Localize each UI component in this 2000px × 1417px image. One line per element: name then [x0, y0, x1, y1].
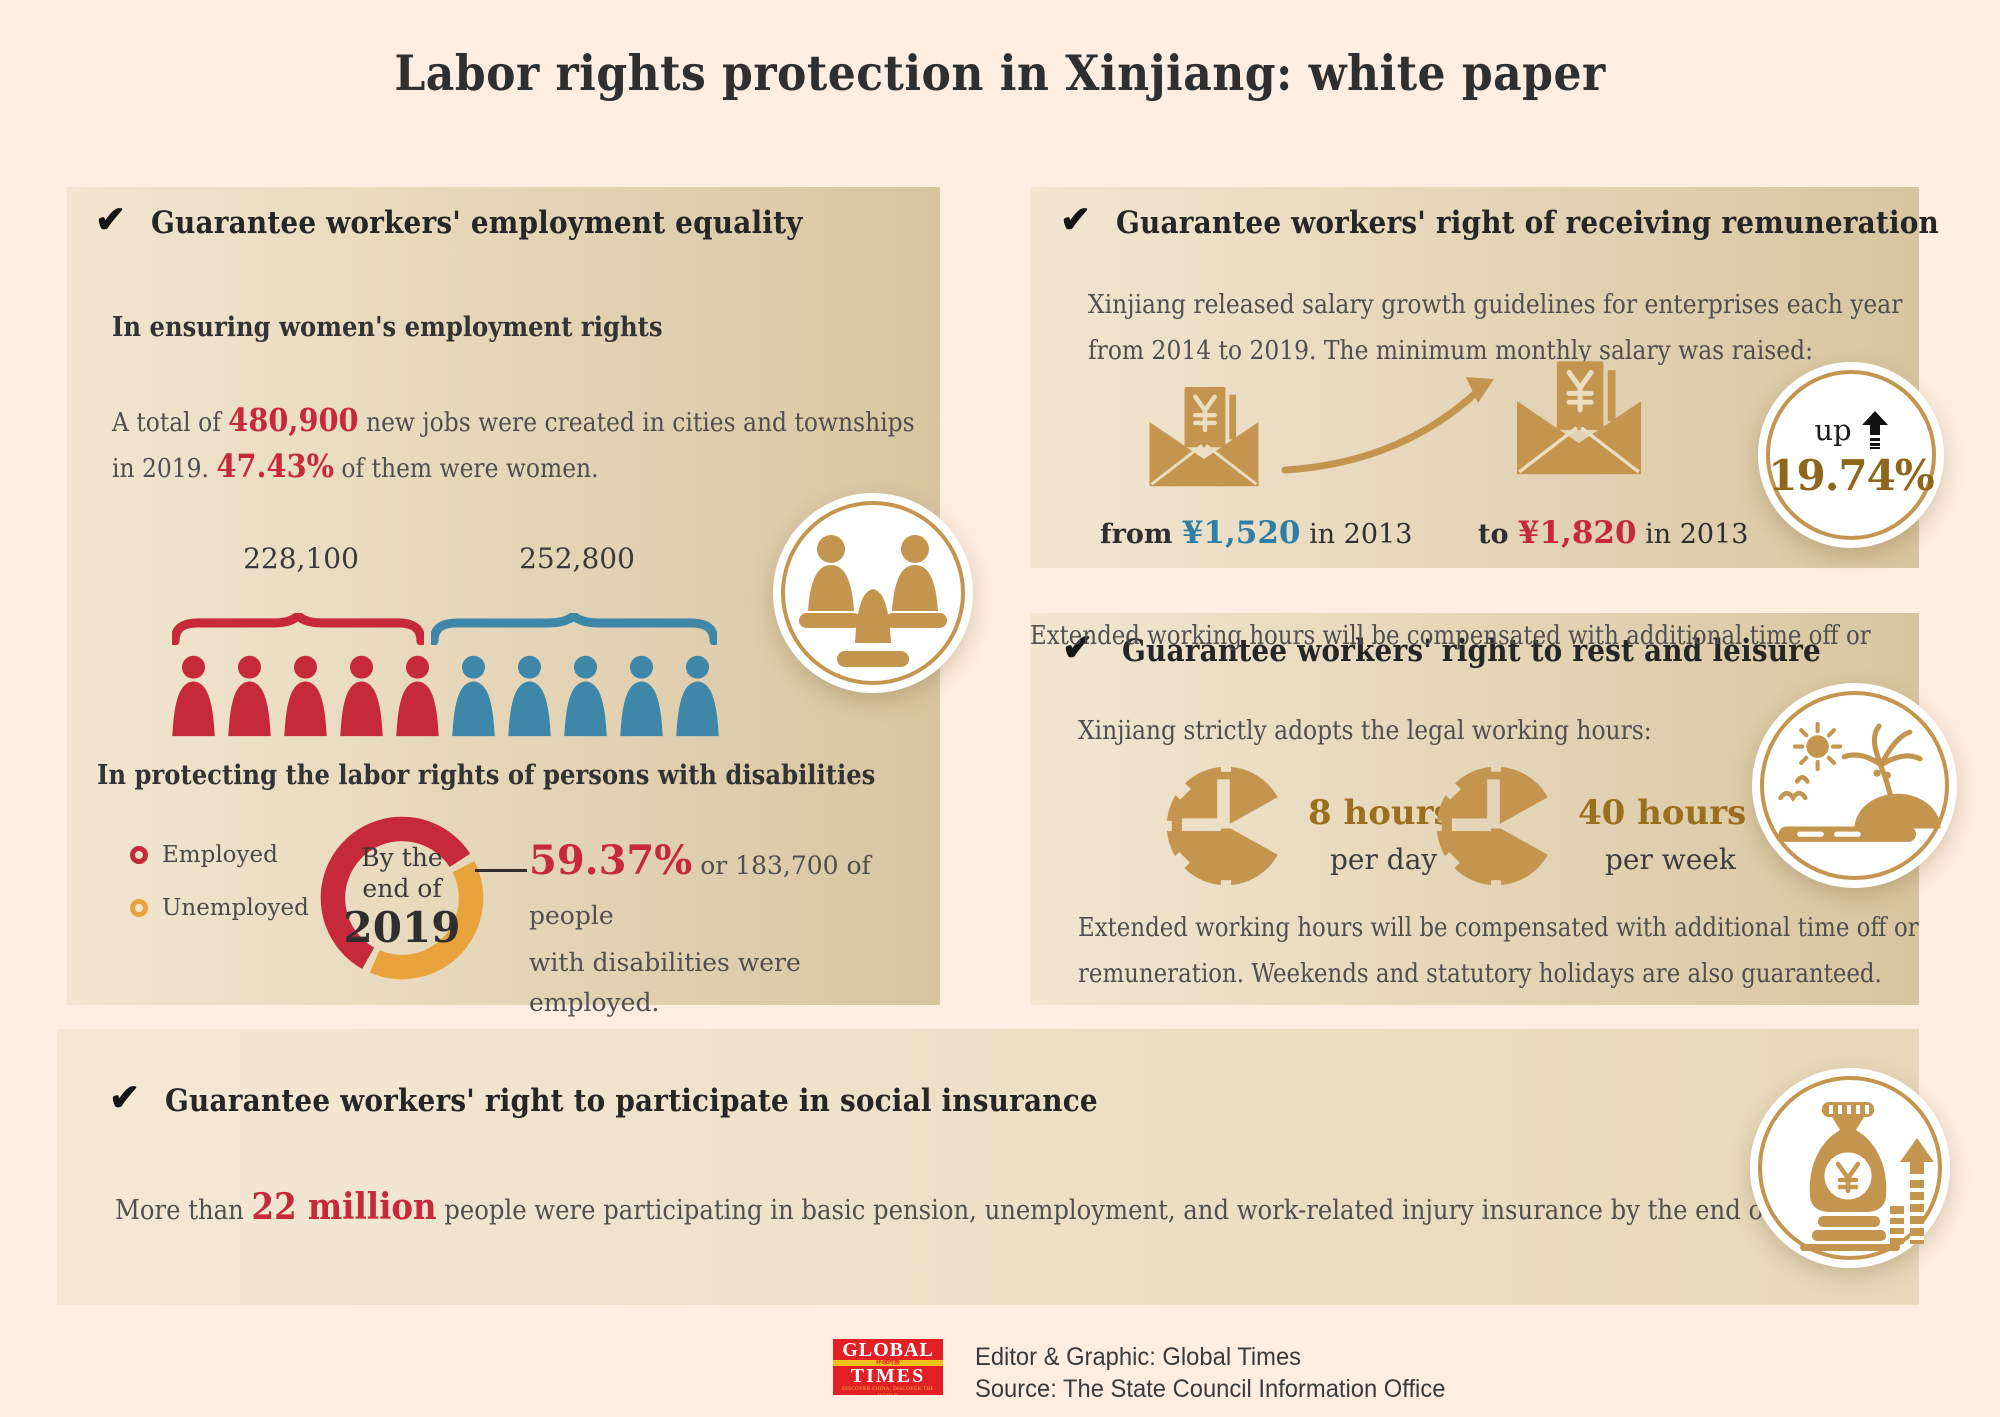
clock-icon: [1436, 766, 1556, 886]
check-icon: ✔: [109, 1075, 141, 1119]
overtime-text-line2: remuneration. Weekends and statutory hol…: [1078, 959, 1882, 989]
person-icon: [284, 655, 327, 737]
overtime-text-line1: Extended working hours will be compensat…: [1030, 621, 1871, 651]
participants-value: 22 million: [251, 1186, 437, 1228]
page-title: Labor rights protection in Xinjiang: whi…: [394, 44, 1606, 102]
weekly-hours-unit: per week: [1605, 843, 1736, 876]
beach-icon: [1778, 721, 1941, 842]
person-icon: [676, 655, 719, 737]
donut-callout-line: [475, 869, 527, 872]
daily-hours-value: 8 hours: [1308, 793, 1453, 833]
disability-employment-donut-chart: [320, 816, 484, 980]
salary-increase-percent: 19.74%: [1768, 450, 1934, 500]
person-icon: [452, 655, 495, 737]
legend-label: Employed: [162, 842, 278, 868]
donut-unemployed-arc: [369, 861, 484, 980]
men-count-label: 252,800: [519, 542, 635, 575]
panel-remuneration: ✔ Guarantee workers' right of receiving …: [1030, 187, 1939, 568]
donut-center-label: By the end of 2019: [337, 842, 467, 952]
increase-arrow-icon: [1281, 377, 1494, 474]
working-hours-intro: Xinjiang strictly adopts the legal worki…: [1078, 716, 1652, 746]
salary-increase-badge: up 19.74%: [1758, 362, 1944, 548]
logo-chinese-name: 环球时报: [833, 1360, 943, 1366]
legend-label: Unemployed: [162, 895, 309, 921]
women-group-brace: [172, 613, 424, 645]
up-label: up: [1814, 412, 1852, 447]
daily-hours-unit: per day: [1330, 843, 1438, 876]
insurance-text: More than 22 million people were partici…: [115, 1186, 1850, 1228]
people-pictogram: [167, 653, 724, 745]
donut-employed-arc: [320, 816, 471, 969]
subheading-disabilities: In protecting the labor rights of person…: [97, 760, 876, 791]
person-icon: [340, 655, 383, 737]
check-icon: ✔: [95, 197, 127, 241]
women-percent-value: 47.43%: [216, 447, 334, 485]
section-heading: Guarantee workers' right of receiving re…: [1116, 205, 1939, 241]
weekly-hours-value: 40 hours: [1578, 793, 1747, 833]
section-heading: Guarantee workers' employment equality: [151, 205, 803, 241]
equality-balance-badge: [773, 493, 973, 693]
salary-to-label: to ¥1,820 in 2013: [1478, 515, 1749, 551]
new-jobs-value: 480,900: [228, 401, 359, 439]
overtime-text-line1: Extended working hours will be compensat…: [1078, 913, 1919, 943]
women-count-label: 228,100: [243, 542, 359, 575]
unemployed-legend-icon: [130, 899, 148, 917]
men-group-brace: [431, 613, 717, 645]
panel-rest-leisure: ✔ Guarantee workers' right to rest and l…: [1030, 613, 1957, 1005]
pension-money-badge: [1750, 1068, 1950, 1268]
remuneration-text-line2: from 2014 to 2019. The minimum monthly s…: [1088, 336, 1813, 366]
global-times-logo: GLOBAL 环球时报 TIMES DISCOVER CHINA, DISCOV…: [833, 1339, 943, 1395]
clock-icon: [1166, 766, 1286, 886]
employed-percent-value: 59.37%: [529, 837, 693, 884]
panel-employment-equality: ✔ Guarantee workers' employment equality…: [67, 187, 973, 1017]
donut-year: 2019: [343, 903, 461, 952]
section-heading: Guarantee workers' right to rest and lei…: [1122, 633, 1821, 669]
person-icon: [172, 655, 215, 737]
salary-to-value: ¥1,820: [1517, 515, 1637, 551]
salary-from-value: ¥1,520: [1181, 515, 1301, 551]
check-icon: ✔: [1062, 625, 1094, 669]
salary-envelope-icon-large: [1517, 361, 1641, 475]
source-credit: Source: The State Council Information Of…: [975, 1375, 1446, 1403]
women-jobs-text-line1: A total of 480,900 new jobs were created…: [112, 401, 915, 439]
person-icon: [620, 655, 663, 737]
editor-credit: Editor & Graphic: Global Times: [975, 1343, 1302, 1371]
donut-callout-text: 59.37% or 183,700 of people with disabil…: [529, 837, 871, 1017]
legend-employed: Employed: [130, 842, 278, 868]
remuneration-text-line1: Xinjiang released salary growth guidelin…: [1088, 290, 1903, 320]
panel-social-insurance: ✔ Guarantee workers' right to participat…: [57, 1029, 1950, 1305]
check-icon: ✔: [1060, 197, 1092, 241]
person-icon: [508, 655, 551, 737]
up-arrow-icon: [1861, 410, 1888, 449]
women-jobs-text-line2: in 2019. 47.43% of them were women.: [112, 447, 599, 485]
person-icon: [396, 655, 439, 737]
person-icon: [564, 655, 607, 737]
salary-from-label: from ¥1,520 in 2013: [1100, 515, 1413, 551]
section-heading: Guarantee workers' right to participate …: [165, 1083, 1098, 1119]
employed-legend-icon: [130, 846, 148, 864]
money-bag-chart-icon: [1800, 1102, 1934, 1251]
person-icon: [228, 655, 271, 737]
subheading-women-rights: In ensuring women's employment rights: [112, 312, 663, 343]
leisure-beach-badge: [1752, 683, 1957, 888]
salary-envelope-icon: [1149, 386, 1259, 487]
balance-scale-icon: [799, 535, 947, 667]
legend-unemployed: Unemployed: [130, 895, 309, 921]
